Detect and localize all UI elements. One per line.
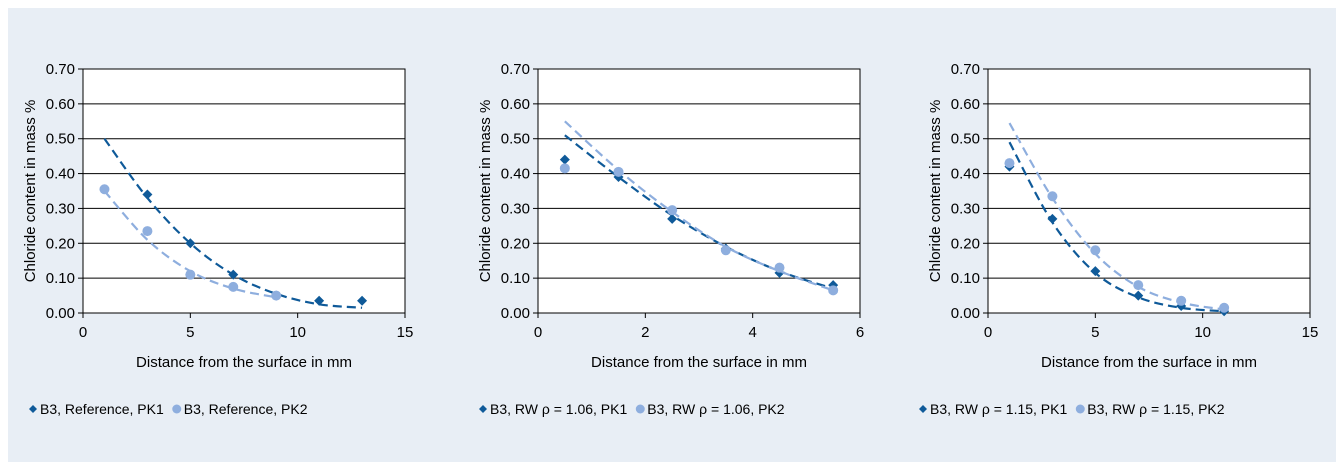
data-point-pk2	[142, 226, 153, 237]
y-tick-label: 0.60	[501, 96, 530, 113]
data-point-pk1	[1133, 290, 1144, 301]
data-point-pk2	[1133, 280, 1144, 291]
y-tick-label: 0.30	[46, 200, 75, 217]
plot-area	[537, 68, 861, 314]
y-tick-label: 0.00	[501, 305, 530, 322]
y-tick-label: 0.20	[951, 235, 980, 252]
data-point-pk1	[142, 189, 153, 200]
legend-circle-icon	[172, 404, 182, 414]
data-point-pk1	[228, 269, 239, 280]
chart-1: 0.00 0.10 0.20 0.30 0.40 0.50 0.60 0.70 0 5 10 15 Di…	[22, 61, 413, 417]
y-tick-label: 0.70	[501, 61, 530, 78]
data-point-pk2	[774, 262, 785, 273]
x-tick-label: 0	[534, 324, 542, 341]
legend: B3, RW ρ = 1.15, PK1 B3, RW ρ = 1.15, PK2	[919, 401, 1225, 417]
x-tick-label: 5	[1091, 324, 1099, 341]
data-point-pk2	[1090, 245, 1101, 256]
legend-label: B3, RW ρ = 1.15, PK2	[1087, 401, 1224, 417]
x-axis-label: Distance from the surface in mm	[136, 354, 352, 371]
y-tick-label: 0.00	[951, 305, 980, 322]
x-tick-label: 6	[856, 324, 864, 341]
data-point-pk2	[1219, 302, 1230, 313]
data-point-pk1	[357, 295, 368, 306]
legend-circle-icon	[1075, 404, 1085, 414]
y-tick-label: 0.20	[46, 235, 75, 252]
data-point-pk2	[613, 166, 624, 177]
x-tick-label: 15	[1302, 324, 1319, 341]
data-point-pk1	[314, 295, 325, 306]
y-tick-label: 0.40	[951, 166, 980, 183]
data-point-pk1	[1047, 213, 1058, 224]
x-tick-label: 10	[289, 324, 306, 341]
data-point-pk2	[1047, 191, 1058, 202]
legend-diamond-icon	[29, 405, 37, 413]
y-axis-label: Chloride content in mass %	[927, 100, 944, 283]
y-axis-label: Chloride content in mass %	[22, 100, 39, 283]
data-point-pk1	[667, 213, 678, 224]
data-point-pk2	[559, 163, 570, 174]
legend: B3, Reference, PK1 B3, Reference, PK2	[29, 401, 308, 417]
legend-label: B3, RW ρ = 1.06, PK1	[490, 401, 627, 417]
y-tick-label: 0.50	[951, 131, 980, 148]
data-point-pk2	[720, 245, 731, 256]
legend-label: B3, Reference, PK1	[40, 401, 164, 417]
x-tick-label: 0	[984, 324, 992, 341]
y-tick-label: 0.40	[46, 166, 75, 183]
x-tick-label: 5	[186, 324, 194, 341]
chart-2: 0.00 0.10 0.20 0.30 0.40 0.50 0.60 0.70 0 2 4 6 Dist…	[477, 61, 864, 417]
y-tick-label: 0.50	[501, 131, 530, 148]
data-point-pk1	[185, 238, 196, 249]
x-tick-label: 15	[397, 324, 414, 341]
data-point-pk2	[1176, 295, 1187, 306]
data-point-pk2	[828, 285, 839, 296]
data-point-pk2	[228, 281, 239, 292]
y-tick-label: 0.70	[951, 61, 980, 78]
data-point-pk2	[271, 290, 282, 301]
legend-label: B3, RW ρ = 1.15, PK1	[930, 401, 1067, 417]
y-tick-label: 0.30	[951, 200, 980, 217]
plot-area	[82, 68, 406, 314]
data-point-pk2	[667, 205, 678, 216]
y-tick-label: 0.00	[46, 305, 75, 322]
y-tick-label: 0.60	[46, 96, 75, 113]
x-tick-label: 0	[79, 324, 87, 341]
x-tick-label: 10	[1194, 324, 1211, 341]
trendline-pk2	[564, 120, 834, 292]
y-tick-label: 0.70	[46, 61, 75, 78]
x-tick-label: 4	[748, 324, 756, 341]
data-point-pk1	[559, 154, 570, 165]
x-axis-label: Distance from the surface in mm	[591, 354, 807, 371]
y-tick-label: 0.10	[951, 270, 980, 287]
legend-diamond-icon	[479, 405, 487, 413]
chart-3: 0.00 0.10 0.20 0.30 0.40 0.50 0.60 0.70 0 5 10 15 Di…	[919, 61, 1318, 417]
y-tick-label: 0.50	[46, 131, 75, 148]
data-point-pk1	[1090, 266, 1101, 277]
legend-diamond-icon	[919, 405, 927, 413]
y-tick-label: 0.40	[501, 166, 530, 183]
x-tick-label: 2	[641, 324, 649, 341]
legend-circle-icon	[635, 404, 645, 414]
x-axis-label: Distance from the surface in mm	[1041, 354, 1257, 371]
y-tick-label: 0.10	[501, 270, 530, 287]
legend-label: B3, RW ρ = 1.06, PK2	[647, 401, 784, 417]
y-tick-label: 0.20	[501, 235, 530, 252]
plot-area	[987, 68, 1311, 314]
data-point-pk2	[185, 269, 196, 280]
data-point-pk2	[1004, 158, 1015, 169]
y-tick-label: 0.60	[951, 96, 980, 113]
y-axis-label: Chloride content in mass %	[477, 100, 494, 283]
y-tick-label: 0.10	[46, 270, 75, 287]
legend-label: B3, Reference, PK2	[184, 401, 308, 417]
data-point-pk2	[99, 184, 110, 195]
y-tick-label: 0.30	[501, 200, 530, 217]
legend: B3, RW ρ = 1.06, PK1 B3, RW ρ = 1.06, PK2	[479, 401, 785, 417]
